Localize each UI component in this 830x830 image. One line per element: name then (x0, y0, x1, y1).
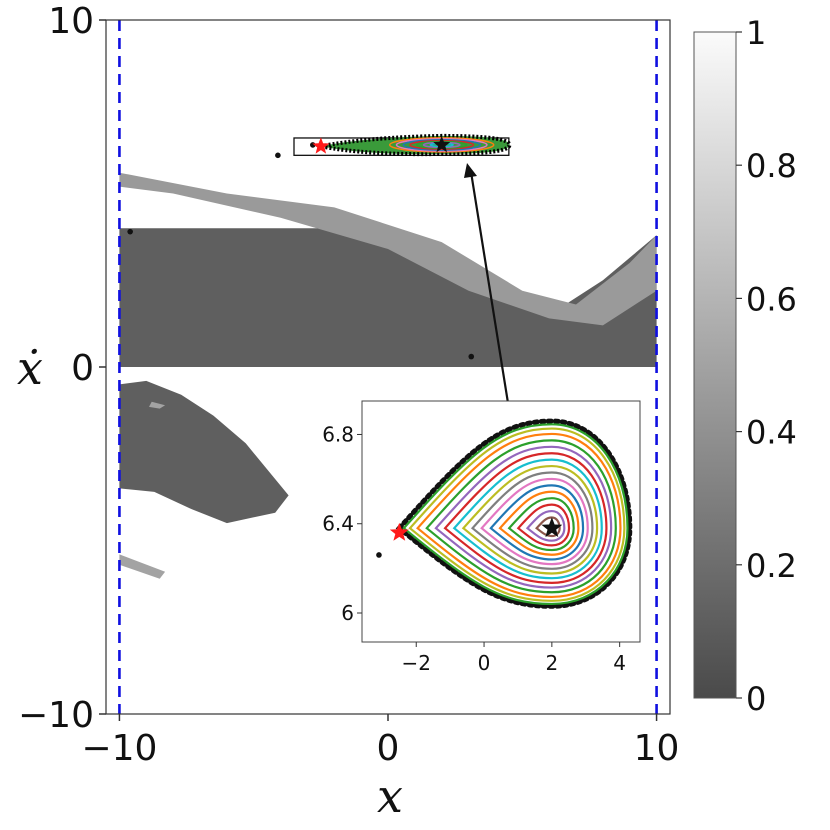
inset-x-ticks: −2 0 2 4 (402, 642, 626, 675)
heatmap-regions (119, 172, 657, 579)
x-tick-label: 10 (634, 728, 680, 769)
y-tick-label: −10 (18, 695, 94, 736)
inset-saddle-star (389, 522, 409, 541)
x-tick-label: 0 (377, 728, 400, 769)
zoom-connector (469, 171, 510, 404)
inset-orbit (408, 427, 626, 602)
inset-orbit (498, 490, 580, 556)
inset-frame (361, 400, 641, 643)
inset-plot: −2 0 2 4 6.8 6.4 6 (322, 400, 641, 675)
inset-orbit (402, 423, 629, 606)
x-axis-label: x (377, 769, 403, 823)
colorbar-ticks: 0 0.2 0.4 0.6 0.8 1 (736, 14, 797, 718)
inset-orbit (470, 471, 594, 570)
y-axis-label: ẋ (17, 341, 43, 395)
scatter-point (468, 353, 475, 360)
y-tick-label: 0 (71, 348, 94, 389)
y-ticks: 10 0 −10 (18, 1, 106, 736)
inset-x-tick-label: 0 (478, 651, 491, 675)
colorbar-tick-label: 0.6 (746, 280, 797, 318)
region-small-patch (149, 401, 166, 409)
island-center-star (433, 135, 451, 153)
island-saddle-star (312, 137, 330, 154)
inset-separatrix (395, 418, 633, 609)
x-tick-label: −10 (81, 728, 157, 769)
main-island (293, 133, 512, 157)
region-lower-lobe (119, 380, 289, 524)
inset-orbit (480, 477, 589, 566)
inset-orbit (461, 464, 599, 575)
inset-y-tick-label: 6.8 (322, 422, 354, 446)
y-tick-label: 10 (48, 1, 94, 42)
inset-orbit (452, 458, 603, 580)
colorbar-tick-label: 0.4 (746, 414, 797, 452)
inset-center-star (541, 517, 563, 538)
inset-orbit (507, 497, 575, 552)
inset-outlier-point (376, 552, 382, 558)
colorbar-tick-label: 0.2 (746, 547, 797, 585)
boundary-lines (118, 20, 658, 714)
colorbar: 0 0.2 0.4 0.6 0.8 1 (693, 14, 797, 718)
main-plot: −10 0 10 10 0 −10 x ẋ (17, 1, 679, 823)
scatter-point (127, 228, 133, 235)
inset-y-tick-label: 6 (341, 601, 354, 625)
colorbar-tick-label: 0.8 (746, 147, 797, 185)
inset-x-tick-label: 2 (545, 651, 558, 675)
region-light-band (119, 172, 657, 326)
scatter-point (275, 152, 281, 159)
x-ticks: −10 0 10 (81, 714, 679, 769)
inset-orbit (443, 452, 608, 584)
zoom-connector-arrowhead (464, 163, 477, 178)
region-dark-band (119, 228, 657, 367)
inset-orbit (489, 484, 585, 561)
colorbar-tick-label: 0 (746, 680, 766, 718)
inset-orbit (434, 445, 613, 589)
colorbar-tick-label: 1 (746, 14, 766, 52)
inset-x-tick-label: −2 (402, 651, 431, 675)
inset-orbit (516, 503, 571, 547)
inset-x-tick-label: 4 (613, 651, 626, 675)
region-lower-streak (119, 554, 166, 579)
inset-orbit (425, 439, 617, 594)
inset-orbit (525, 509, 566, 542)
inset-orbits (376, 418, 633, 609)
inset-orbit (416, 432, 622, 599)
inset-y-tick-label: 6.4 (322, 512, 354, 536)
colorbar-gradient (693, 31, 737, 699)
inset-y-ticks: 6.8 6.4 6 (322, 422, 362, 625)
